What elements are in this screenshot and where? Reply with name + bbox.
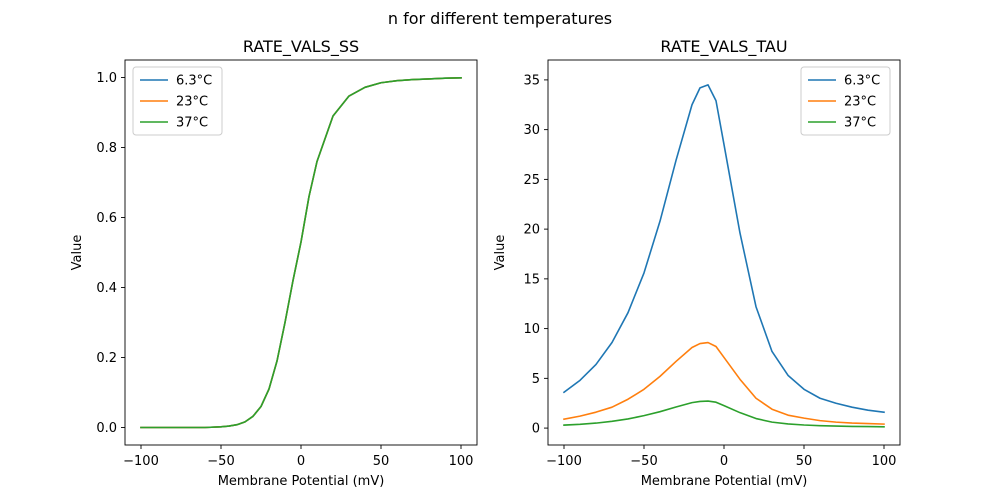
y-tick-label: 35	[523, 73, 540, 88]
chart-tau: RATE_VALS_TAU −100 −50 0 50 100 0 5 10 15 20 25 30 35…	[493, 37, 901, 489]
y-tick-label: 0.6	[96, 211, 117, 226]
figure-suptitle: n for different temperatures	[388, 9, 612, 28]
legend-entry: 37°C	[176, 116, 208, 131]
chart-title: RATE_VALS_TAU	[660, 37, 787, 57]
series-line	[562, 84, 885, 414]
y-tick-label: 0.2	[96, 351, 117, 366]
x-tick-label: 50	[796, 454, 813, 469]
y-tick-label: 20	[523, 223, 540, 238]
x-axis-label: Membrane Potential (mV)	[641, 474, 808, 489]
legend-box	[132, 66, 223, 136]
y-tick-label: 0.4	[96, 281, 117, 296]
x-tick-label: 0	[720, 454, 728, 469]
legend-entry: 6.3°C	[176, 74, 212, 89]
x-tick-label: −50	[630, 454, 657, 469]
legend: 6.3°C 23°C 37°C	[800, 66, 891, 136]
legend-entry: 6.3°C	[844, 74, 880, 89]
x-tick-label: 100	[872, 454, 897, 469]
x-tick-label: 100	[449, 454, 474, 469]
y-tick-label: 0.0	[96, 421, 117, 436]
legend-entry: 23°C	[844, 95, 876, 110]
y-tick-label: 10	[523, 322, 540, 337]
x-tick-label: 50	[373, 454, 390, 469]
y-axis-label: Value	[493, 235, 508, 271]
y-tick-label: 25	[523, 173, 540, 188]
x-tick-label: −100	[123, 454, 159, 469]
legend-box	[800, 66, 891, 136]
series-line	[563, 341, 885, 425]
y-tick-label: 15	[523, 272, 540, 287]
chart-ss: RATE_VALS_SS −100 −50 0 50 100 0.0 0.2 0.4 0.6 0.8…	[70, 37, 478, 489]
x-tick-label: 0	[297, 454, 305, 469]
legend: 6.3°C 23°C 37°C	[132, 66, 223, 136]
series-line	[140, 77, 462, 429]
y-tick-label: 0.8	[96, 141, 117, 156]
series-line	[563, 400, 885, 428]
x-tick-label: −100	[546, 454, 582, 469]
y-axis-label: Value	[70, 235, 85, 271]
chart-title: RATE_VALS_SS	[243, 37, 359, 57]
y-tick-label: 0	[532, 422, 540, 437]
y-tick-label: 1.0	[96, 71, 117, 86]
y-tick-label: 30	[523, 123, 540, 138]
legend-entry: 37°C	[844, 116, 876, 131]
legend-entry: 23°C	[176, 95, 208, 110]
x-axis-label: Membrane Potential (mV)	[218, 474, 385, 489]
y-tick-label: 5	[532, 372, 540, 387]
x-tick-label: −50	[207, 454, 234, 469]
